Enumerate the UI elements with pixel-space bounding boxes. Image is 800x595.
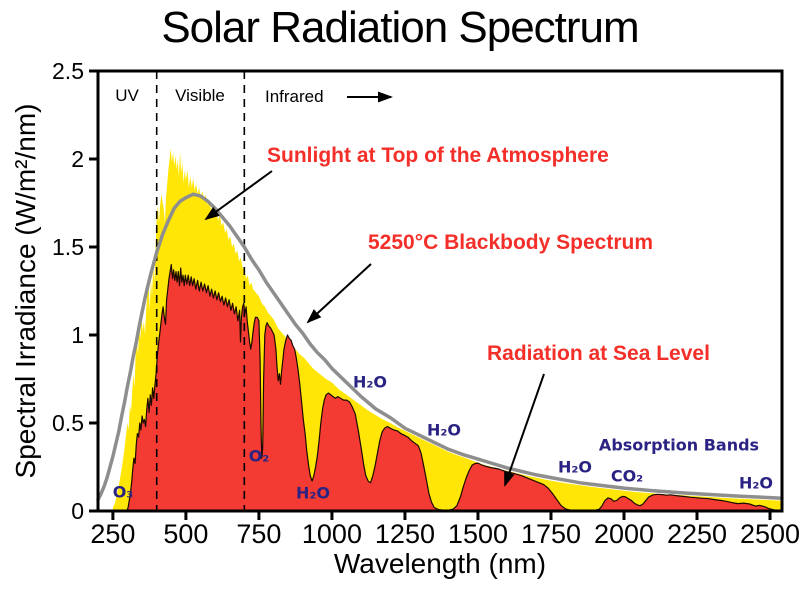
region-label-infrared: Infrared (265, 87, 324, 106)
plot-border (96, 69, 784, 513)
annotation-sea-level: Radiation at Sea Level (487, 342, 710, 365)
y-tick-label: 2.5 (52, 58, 84, 84)
series-line-blackbody (96, 192, 784, 502)
absorption-label-h2o-1850: H₂O (558, 457, 592, 477)
annotation-arrow (204, 170, 273, 221)
x-tick-label: 1000 (302, 519, 362, 549)
y-tick-label: 2 (71, 146, 84, 172)
x-tick-label: 2250 (667, 519, 727, 549)
absorption-label-o2: O₂ (248, 446, 270, 466)
absorption-label-h2o-1400: H₂O (427, 420, 461, 440)
absorption-label-h2o-2500: H₂O (739, 473, 773, 493)
annotation-arrow (306, 263, 372, 324)
x-tick-label: 2500 (740, 519, 800, 549)
annotation-blackbody: 5250°C Blackbody Spectrum (368, 231, 654, 254)
absorption-label-co2: CO₂ (610, 466, 644, 486)
absorption-label-h2o-1100: H₂O (353, 372, 387, 392)
x-tick-label: 1250 (375, 519, 435, 549)
region-label-visible: Visible (175, 86, 225, 105)
y-tick-label: 0 (71, 498, 84, 524)
annotation-sunlight-toa: Sunlight at Top of the Atmosphere (267, 144, 609, 167)
x-tick-label: 2000 (594, 519, 654, 549)
region-label-uv: UV (115, 86, 139, 105)
absorption-label-o3: O₃ (112, 482, 134, 502)
y-tick-label: 1.5 (52, 234, 84, 260)
y-tick-label: 1 (71, 322, 84, 348)
y-axis-title: Spectral Irradiance (W/m²/nm) (10, 103, 41, 479)
chart-title: Solar Radiation Spectrum (161, 3, 639, 52)
x-tick-label: 1500 (448, 519, 508, 549)
x-tick-label: 500 (163, 519, 208, 549)
series-area-sea-level (126, 264, 781, 512)
x-tick-label: 250 (90, 519, 135, 549)
absorption-label-h2o-940: H₂O (296, 483, 330, 503)
absorption-bands-label: Absorption Bands (598, 435, 760, 455)
y-tick-label: 0.5 (52, 410, 84, 436)
x-tick-label: 750 (236, 519, 281, 549)
x-axis-title: Wavelength (nm) (333, 548, 547, 579)
x-tick-label: 1750 (521, 519, 581, 549)
annotation-arrow (504, 373, 545, 487)
